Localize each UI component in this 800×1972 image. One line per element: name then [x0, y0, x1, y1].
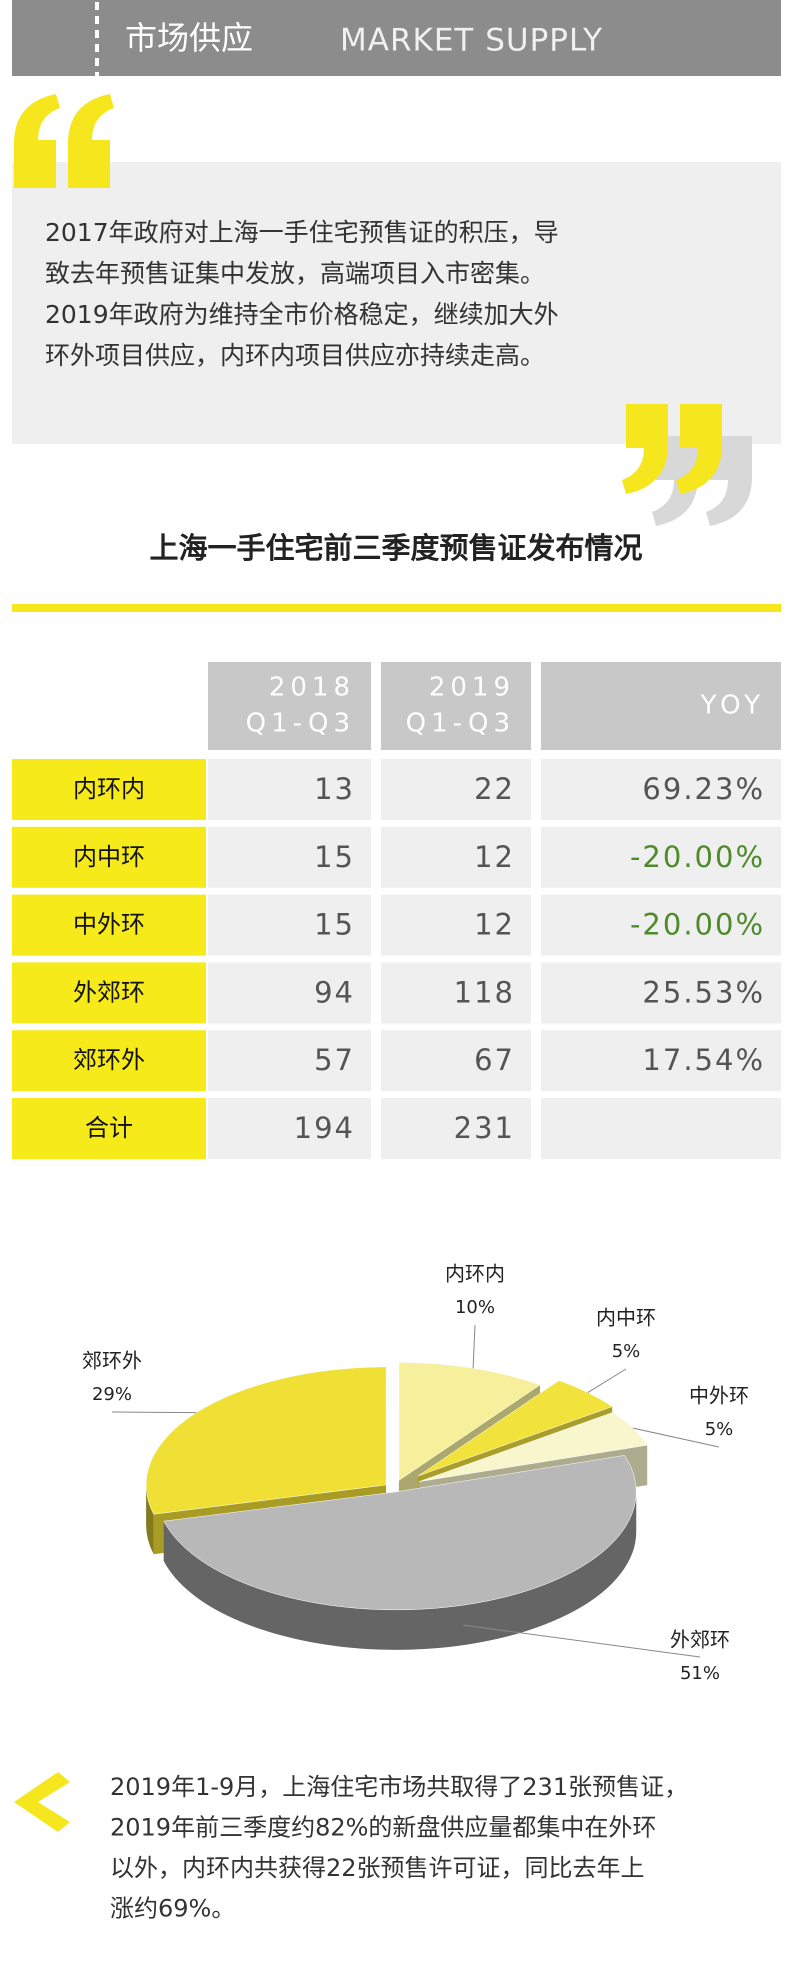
slice-label: 中外环: [689, 1384, 749, 1408]
slice-label: 外郊环: [670, 1628, 730, 1652]
cell-value: 118: [454, 975, 515, 1009]
cell: [541, 759, 781, 820]
cell-value: -20.00%: [630, 908, 765, 942]
cell-value: 67: [474, 1043, 515, 1077]
row-label-cell: [12, 826, 206, 888]
header-label: YOY: [700, 691, 765, 721]
leader-line: [632, 1427, 720, 1448]
leader-line: [587, 1368, 627, 1393]
summary-line: 涨约69%。: [110, 1895, 235, 1923]
cell: [208, 1098, 371, 1159]
slice-value-label: 5%: [705, 1419, 734, 1440]
row-label-cell: [12, 962, 206, 1024]
cell: [381, 1030, 531, 1092]
open-quote: [14, 94, 114, 188]
header-label: 2019: [429, 673, 515, 703]
header-label: Q1-Q3: [246, 709, 355, 739]
cell-value: -20.00%: [630, 840, 765, 874]
cell: [541, 894, 781, 956]
row-label: 内环内: [73, 775, 145, 803]
row-label: 中外环: [73, 911, 145, 939]
header-cell: [541, 662, 781, 750]
header-cell: [208, 662, 371, 750]
cell: [208, 759, 371, 820]
quote-line: 2017年政府对上海一手住宅预售证的积压，导: [45, 218, 559, 247]
row-label-cell: [12, 759, 206, 820]
cell-value: 25.53%: [642, 975, 765, 1009]
arrow-icon: [14, 1772, 70, 1832]
row-label-cell: [12, 894, 206, 956]
cell: [381, 759, 531, 820]
cell: [208, 894, 371, 956]
slice-value-label: 5%: [612, 1341, 641, 1362]
leader-line: [472, 1324, 476, 1369]
slice-value-label: 51%: [680, 1663, 720, 1684]
slice-value-label: 10%: [455, 1297, 495, 1318]
row-label-cell: [12, 1098, 206, 1159]
header-cell: [381, 662, 531, 750]
slice-label: 内环内: [445, 1262, 505, 1286]
cell: [541, 1098, 781, 1159]
row-label: 郊环外: [73, 1046, 145, 1074]
cell: [208, 1030, 371, 1092]
cell-value: 231: [454, 1111, 515, 1145]
cell-value: 12: [474, 840, 515, 874]
cell: [208, 826, 371, 888]
cell-value: 15: [314, 840, 355, 874]
header-label: 2018: [269, 673, 355, 703]
header-subtitle: MARKET SUPPLY: [340, 23, 603, 59]
table-title: 上海一手住宅前三季度预售证发布情况: [149, 531, 642, 565]
cell-value: 22: [474, 772, 515, 806]
row-label-cell: [12, 1030, 206, 1092]
summary-line: 2019年1-9月，上海住宅市场共取得了231张预售证，: [110, 1773, 688, 1801]
cell: [381, 962, 531, 1024]
summary-line: 2019年前三季度约82%的新盘供应量都集中在外环: [110, 1814, 656, 1842]
leader-line: [463, 1624, 701, 1658]
slice-side: [163, 1491, 637, 1650]
cell-value: 17.54%: [642, 1043, 765, 1077]
cell: [381, 1098, 531, 1159]
header-label: Q1-Q3: [406, 709, 515, 739]
cell: [381, 826, 531, 888]
quote-box: [12, 162, 781, 444]
pie-slice: [418, 1412, 648, 1482]
pie-slice: [145, 1366, 387, 1515]
slice-label: 内中环: [596, 1306, 656, 1330]
slice-value-label: 29%: [92, 1384, 132, 1405]
cell: [208, 962, 371, 1024]
summary-line: 以外，内环内共获得22张预售许可证，同比去年上: [110, 1854, 645, 1882]
leader-line: [111, 1411, 197, 1414]
cell-value: 12: [474, 908, 515, 942]
header-bar: [12, 0, 781, 76]
quote-line: 致去年预售证集中发放，高端项目入市密集。: [45, 259, 545, 288]
cell-value: 57: [314, 1043, 355, 1077]
row-label: 外郊环: [73, 978, 145, 1006]
cell-value: 69.23%: [642, 772, 765, 806]
cell: [541, 962, 781, 1024]
title-underline: [12, 604, 781, 612]
cell-value: 94: [314, 975, 355, 1009]
pie-slice: [163, 1455, 637, 1611]
cell: [381, 894, 531, 956]
row-label: 内中环: [73, 843, 145, 871]
row-label: 合计: [85, 1114, 133, 1142]
slice-side: [146, 1484, 154, 1555]
quote-line: 2019年政府为维持全市价格稳定，继续加大外: [45, 300, 559, 329]
close-quote: [622, 404, 752, 526]
cell-value: 13: [314, 772, 355, 806]
pie-slice: [417, 1380, 613, 1477]
pie-slice: [398, 1362, 541, 1481]
cell-value: 194: [294, 1111, 355, 1145]
header-title: 市场供应: [125, 19, 253, 57]
quote-line: 环外项目供应，内环内项目供应亦持续走高。: [45, 341, 545, 370]
cell: [541, 1030, 781, 1092]
cell-value: 15: [314, 908, 355, 942]
cell: [541, 826, 781, 888]
slice-label: 郊环外: [82, 1349, 142, 1373]
